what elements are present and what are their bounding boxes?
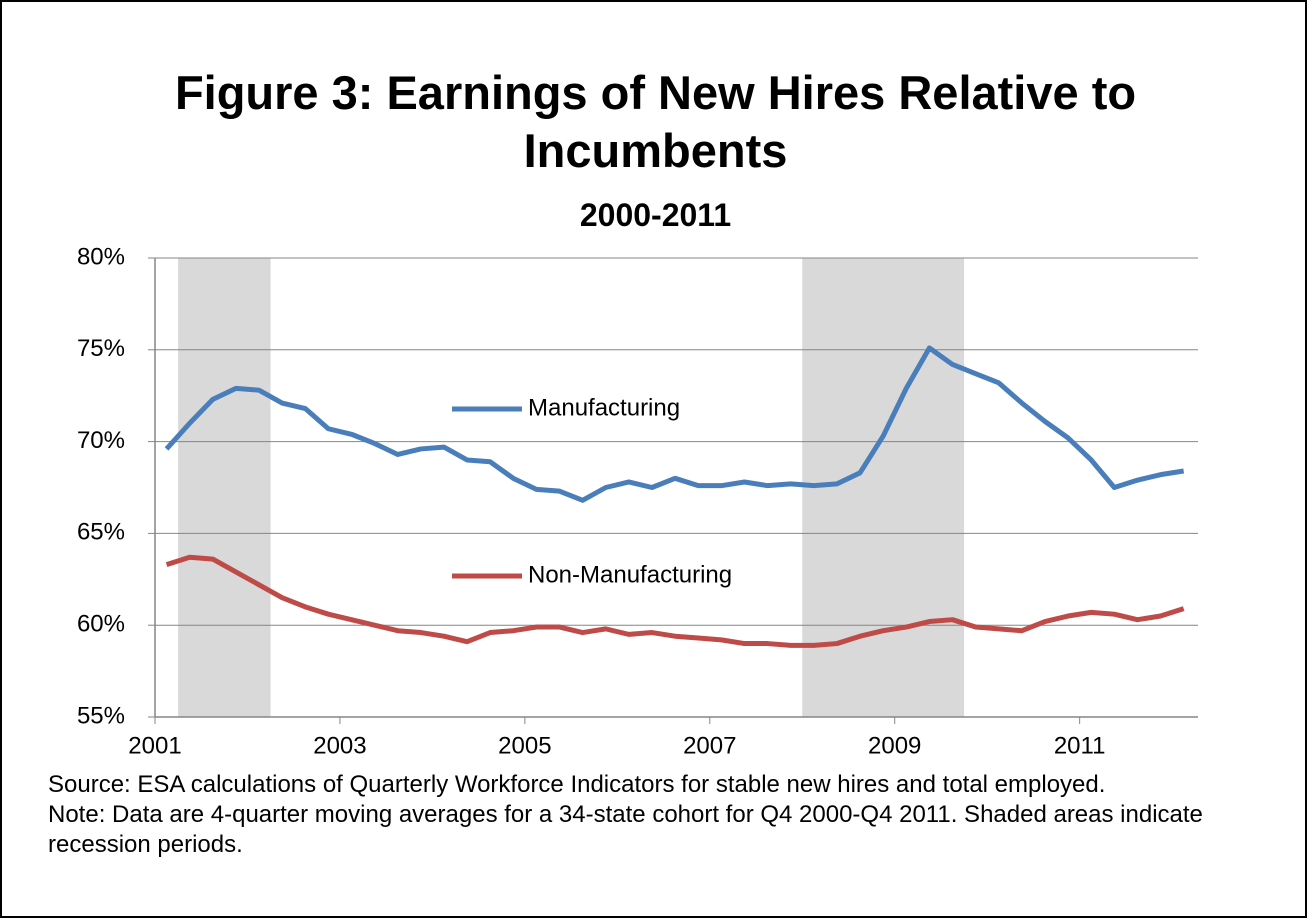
y-tick-label: 60% bbox=[77, 611, 125, 638]
data-line bbox=[165, 554, 1185, 648]
recession-shade bbox=[178, 258, 271, 717]
y-tick-label: 55% bbox=[77, 702, 125, 729]
chart-title: Figure 3: Earnings of New Hires Relative… bbox=[174, 66, 1137, 177]
legend-label: Manufacturing bbox=[528, 394, 680, 421]
x-tick-label: 2011 bbox=[1054, 732, 1106, 759]
x-tick-label: 2001 bbox=[128, 732, 181, 759]
data-line bbox=[164, 345, 1185, 503]
x-tick-label: 2007 bbox=[683, 732, 736, 759]
recession-shade bbox=[802, 258, 965, 717]
legend-label: Non-Manufacturing bbox=[528, 561, 732, 588]
y-tick-label: 80% bbox=[77, 243, 125, 270]
note: Source: ESA calculations of Quarterly Wo… bbox=[48, 771, 1106, 798]
chart-subtitle: 2000-2011 bbox=[579, 197, 732, 233]
x-tick-label: 2003 bbox=[313, 732, 366, 759]
y-tick-label: 65% bbox=[77, 519, 125, 546]
y-tick-label: 70% bbox=[77, 427, 125, 454]
y-tick-label: 75% bbox=[77, 335, 125, 362]
notes: Source: ESA calculations of Quarterly Wo… bbox=[48, 770, 1268, 860]
x-tick-label: 2005 bbox=[498, 732, 551, 759]
note: Note: Data are 4-quarter moving averages… bbox=[48, 801, 1203, 858]
x-tick-label: 2009 bbox=[868, 732, 921, 759]
